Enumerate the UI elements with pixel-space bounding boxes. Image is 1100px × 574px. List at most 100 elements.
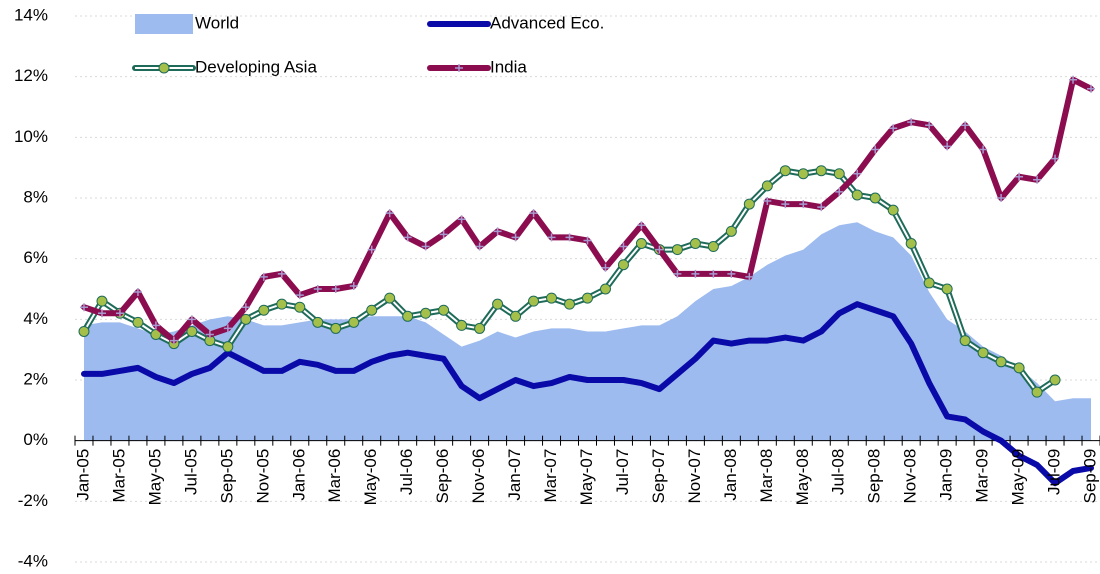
marker (1015, 172, 1024, 181)
marker (222, 341, 234, 353)
y-tick-label: 2% (23, 369, 48, 388)
marker (259, 272, 268, 281)
marker (797, 168, 809, 180)
marker (510, 310, 522, 322)
marker (743, 198, 755, 210)
marker (599, 283, 611, 295)
x-tick-label: May-06 (361, 449, 380, 506)
marker (295, 291, 304, 300)
x-tick-label: May-08 (793, 449, 812, 506)
x-tick-label: May-05 (145, 449, 164, 506)
x-tick-label: Jan-09 (937, 449, 956, 501)
x-tick-label: Sep-05 (217, 449, 236, 504)
x-tick-label: Sep-06 (433, 449, 452, 504)
x-tick-label: Sep-08 (865, 449, 884, 504)
marker (132, 316, 144, 328)
marker (366, 304, 378, 316)
x-tick-label: Jul-08 (829, 449, 848, 495)
marker (763, 197, 772, 206)
marker (312, 316, 324, 328)
x-tick-label: Mar-07 (541, 449, 560, 503)
x-tick-label: May-07 (577, 449, 596, 506)
marker (186, 325, 198, 337)
marker (601, 263, 610, 272)
marker (835, 187, 844, 196)
marker (205, 330, 214, 339)
marker (1031, 386, 1043, 398)
marker (331, 285, 340, 293)
x-tick-label: Sep-09 (1080, 449, 1099, 504)
marker (1049, 374, 1061, 386)
marker (565, 233, 574, 242)
marker (997, 194, 1006, 202)
marker (853, 169, 862, 178)
marker (367, 245, 376, 254)
x-tick-label: May-09 (1009, 449, 1028, 506)
x-tick-label: Jan-06 (289, 449, 308, 501)
marker (276, 298, 288, 310)
marker (529, 209, 538, 218)
marker (959, 335, 971, 347)
x-tick-label: Nov-07 (685, 449, 704, 504)
x-tick-label: Jul-06 (397, 449, 416, 495)
x-tick-label: Nov-08 (901, 449, 920, 504)
marker (349, 281, 358, 290)
legend-label: World (195, 13, 239, 32)
marker (889, 124, 898, 133)
marker (223, 324, 232, 333)
marker (150, 329, 162, 340)
marker (655, 245, 664, 254)
marker (78, 325, 90, 337)
marker (1033, 175, 1042, 184)
marker (241, 303, 250, 312)
x-tick-label: Jan-07 (505, 449, 524, 501)
marker (79, 303, 88, 312)
line (80, 301, 1095, 487)
legend-item: India (427, 57, 527, 76)
marker (583, 236, 592, 245)
legend-item: Advanced Eco. (427, 13, 604, 32)
marker (384, 292, 396, 304)
x-tick-label: Mar-08 (757, 449, 776, 503)
marker (313, 285, 322, 293)
marker (420, 307, 432, 319)
x-tick-label: Jul-05 (181, 449, 200, 495)
marker (438, 304, 450, 316)
marker (925, 121, 934, 130)
marker (977, 347, 989, 359)
marker (799, 200, 808, 209)
legend-item: Developing Asia (132, 57, 317, 76)
marker (97, 309, 106, 318)
marker (187, 315, 196, 324)
marker (745, 272, 754, 281)
legend-swatch (135, 14, 193, 34)
marker (493, 227, 502, 236)
marker (637, 221, 646, 230)
legend-label: Developing Asia (195, 57, 317, 76)
marker (781, 200, 790, 209)
marker (348, 316, 360, 328)
marker (707, 241, 719, 253)
marker (943, 142, 952, 151)
marker (779, 165, 791, 177)
legend-marker (455, 64, 463, 72)
marker (887, 204, 899, 216)
marker (1013, 362, 1025, 374)
marker (905, 238, 917, 249)
marker (817, 203, 826, 212)
y-tick-label: 0% (23, 430, 48, 449)
x-tick-label: Mar-06 (325, 449, 344, 503)
marker (456, 319, 468, 331)
marker (1051, 154, 1060, 163)
marker (439, 230, 448, 239)
y-tick-label: 10% (14, 127, 48, 146)
legend-label: Advanced Eco. (490, 13, 604, 32)
marker (727, 269, 736, 278)
y-tick-label: 12% (14, 66, 48, 85)
marker (1087, 84, 1096, 93)
legend-label: India (490, 57, 527, 76)
marker (151, 321, 160, 330)
marker (673, 269, 682, 278)
marker (564, 298, 576, 310)
